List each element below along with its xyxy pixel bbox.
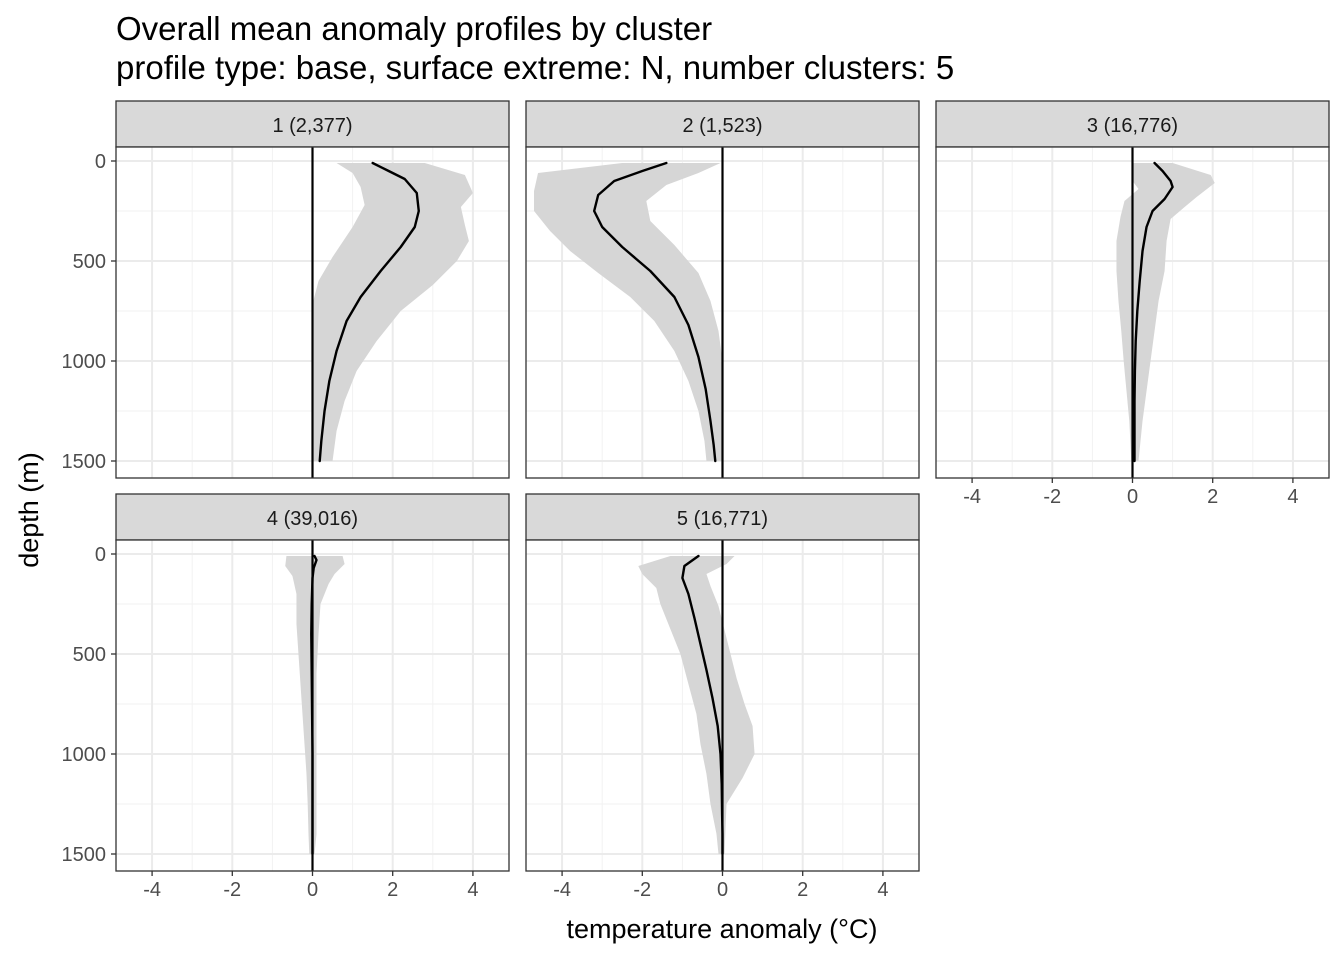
facet-strip [935, 100, 1330, 148]
facet-strip-label: 2 (1,523) [682, 115, 762, 137]
y-tick-label: 1500 [62, 844, 107, 866]
confidence-ribbon [1116, 163, 1215, 461]
x-tick-label: 0 [1127, 486, 1138, 508]
facet-panel: 5 (16,771) -4 -2 0 2 4 [525, 493, 920, 901]
facet-strip [115, 100, 510, 148]
y-tick-label: 1500 [62, 451, 107, 473]
facet-strip-label: 5 (16,771) [677, 508, 768, 530]
mean-profile-line [1133, 161, 1174, 463]
x-tick-label: -2 [1043, 486, 1061, 508]
x-tick-label: -4 [963, 486, 981, 508]
facet-strip [115, 493, 510, 541]
y-tick-label: 0 [95, 151, 106, 173]
facet-strip-label: 1 (2,377) [272, 115, 352, 137]
y-tick-label: 1000 [62, 744, 107, 766]
x-tick-label: 0 [307, 879, 318, 901]
y-tick-label: 0 [95, 544, 106, 566]
x-tick-label: 4 [1287, 486, 1298, 508]
panels-layer: 1 (2,377) 0 500 1000 1500 2 (1,523) 3 (16,776)… [62, 100, 1330, 901]
y-tick-label: 500 [73, 644, 106, 666]
x-tick-label: 2 [387, 879, 398, 901]
confidence-ribbon [312, 163, 473, 461]
x-axis-title: temperature anomaly (°C) [567, 914, 878, 944]
mean-profile-line [310, 554, 318, 856]
x-tick-label: -4 [143, 879, 161, 901]
x-tick-label: -2 [223, 879, 241, 901]
y-tick-label: 1000 [62, 351, 107, 373]
y-axis-title: depth (m) [14, 452, 44, 568]
mean-profile-line [318, 161, 420, 463]
y-tick-label: 500 [73, 251, 106, 273]
panel-border [115, 146, 510, 479]
facet-panel: 2 (1,523) [525, 100, 920, 479]
confidence-ribbon [285, 556, 345, 854]
facet-panel: 4 (39,016) 0 500 1000 1500 -4 -2 0 2 4 [62, 493, 510, 901]
x-tick-label: 2 [797, 879, 808, 901]
mean-profile-line [592, 161, 717, 463]
x-tick-label: 4 [877, 879, 888, 901]
facet-panel: 1 (2,377) 0 500 1000 1500 [62, 100, 510, 479]
chart-subtitle: profile type: base, surface extreme: N, … [116, 49, 954, 86]
x-tick-label: 2 [1207, 486, 1218, 508]
x-tick-label: 0 [717, 879, 728, 901]
facet-panel: 3 (16,776) -4 -2 0 2 4 [935, 100, 1330, 508]
confidence-ribbon [534, 163, 723, 461]
facet-strip-label: 4 (39,016) [267, 508, 358, 530]
x-tick-label: -4 [553, 879, 571, 901]
facet-strip [525, 100, 920, 148]
chart-title: Overall mean anomaly profiles by cluster [116, 10, 712, 47]
panel-border [525, 146, 920, 479]
facet-strip-label: 3 (16,776) [1087, 115, 1178, 137]
x-tick-label: 4 [467, 879, 478, 901]
mean-profile-line [681, 554, 724, 856]
confidence-ribbon [638, 556, 755, 854]
x-tick-label: -2 [633, 879, 651, 901]
